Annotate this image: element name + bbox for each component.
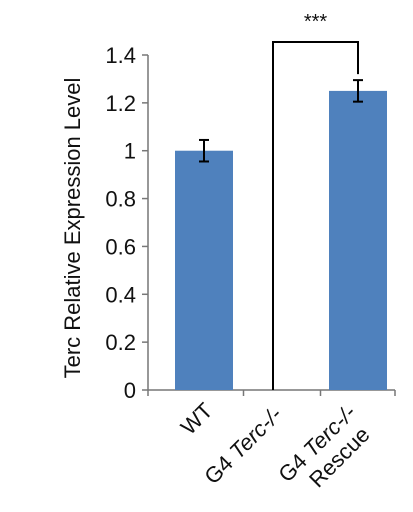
- significance-bracket: [272, 41, 359, 390]
- y-tick-label: 1: [124, 139, 136, 164]
- bar: [329, 90, 387, 391]
- y-tick-label: 1.4: [105, 43, 136, 68]
- category-label-part: Terc-/-: [224, 402, 286, 464]
- bar: [175, 150, 233, 390]
- category-label: WT: [176, 398, 218, 440]
- y-tick-label: 0.4: [105, 282, 136, 307]
- y-tick-label: 0.8: [105, 187, 136, 212]
- significance-label: ***: [304, 11, 328, 33]
- y-tick-label: 0: [124, 378, 136, 403]
- y-tick-label: 1.2: [105, 91, 136, 116]
- y-axis-title: Terc Relative Expression Level: [60, 78, 85, 379]
- y-tick-label: 0.2: [105, 330, 136, 355]
- category-label-part: WT: [176, 398, 218, 440]
- y-tick-label: 0.6: [105, 234, 136, 259]
